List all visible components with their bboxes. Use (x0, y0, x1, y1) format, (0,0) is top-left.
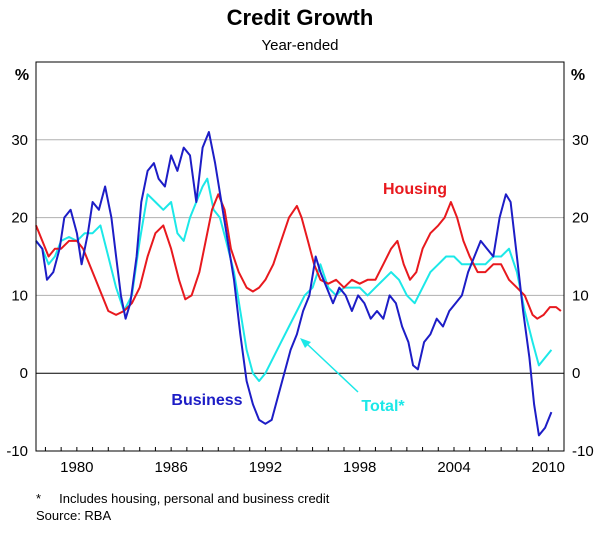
x-tick-label: 1992 (249, 459, 282, 476)
total-pointer-line (305, 342, 359, 393)
total-label: Total* (361, 398, 405, 415)
x-tick-label: 2010 (532, 459, 565, 476)
plot-frame (35, 61, 565, 452)
total-pointer-arrowhead (300, 338, 311, 348)
y-unit-left: % (15, 67, 29, 84)
y-tick-label-right: 30 (572, 132, 589, 149)
y-tick-label-right: -10 (572, 443, 594, 460)
x-tick-label: 1980 (60, 459, 93, 476)
y-tick-label-left: 20 (11, 210, 28, 227)
housing-label: Housing (383, 181, 447, 198)
x-tick-label: 2004 (437, 459, 470, 476)
series-line-business (35, 131, 553, 437)
chart-title: Credit Growth (227, 5, 374, 30)
series-line-total (35, 177, 553, 382)
source-note: Source: RBA (36, 508, 111, 523)
gridlines (36, 139, 564, 452)
x-tick-labels: 1980 1986 1992 1998 2004 2010 (44, 447, 565, 476)
y-tick-label-left: 0 (20, 365, 28, 382)
x-tick-label: 1998 (343, 459, 376, 476)
y-tick-label-left: 30 (11, 132, 28, 149)
y-tick-label-right: 10 (572, 287, 589, 304)
y-tick-label-left: -10 (6, 443, 28, 460)
series-line-housing (35, 193, 562, 320)
series-lines (35, 131, 562, 437)
y-tick-label-left: 10 (11, 287, 28, 304)
y-tick-label-right: 20 (572, 210, 589, 227)
x-tick-label: 1986 (154, 459, 187, 476)
y-tick-labels: -10 -10 0 0 10 10 20 20 30 30 (6, 132, 593, 460)
chart-subtitle: Year-ended (261, 37, 338, 54)
footnote: * Includes housing, personal and busines… (36, 491, 330, 506)
business-label: Business (171, 392, 242, 409)
y-unit-right: % (571, 67, 585, 84)
y-tick-label-right: 0 (572, 365, 580, 382)
